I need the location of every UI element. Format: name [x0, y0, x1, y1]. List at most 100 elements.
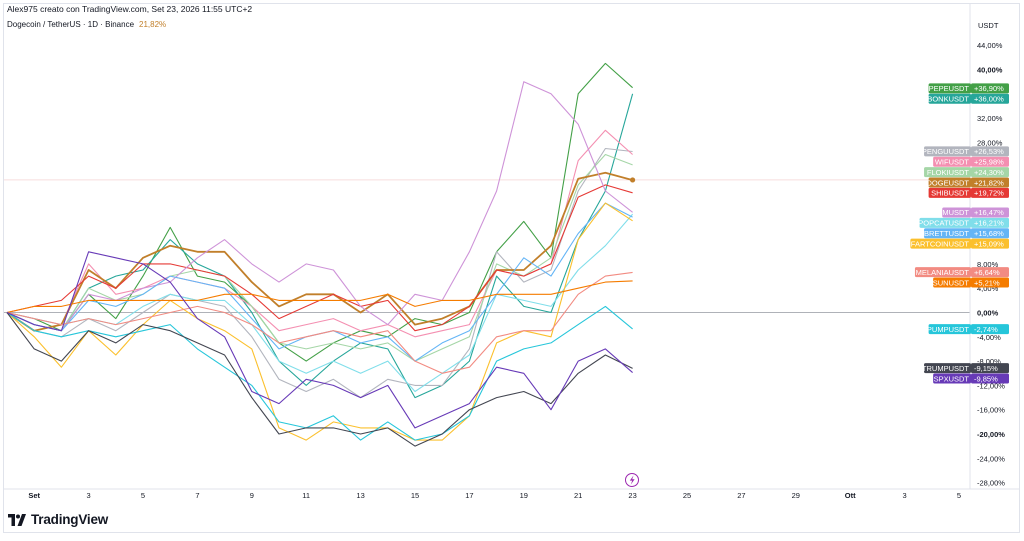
series-line-fartcoinusdt[interactable] [6, 202, 633, 441]
value-tag-name: FARTCOINUSDT [911, 239, 970, 248]
x-tick-label: 17 [465, 491, 473, 500]
y-tick-label: -12,00% [977, 381, 1005, 390]
y-tick-label: 8,00% [977, 260, 999, 269]
series-line-bonkusdt[interactable] [6, 93, 634, 399]
value-tag-name: TRUMPUSDT [922, 364, 969, 373]
y-tick-label: -24,00% [977, 454, 1005, 463]
x-tick-label: 27 [737, 491, 745, 500]
value-tag-name: FLOKIUSDT [927, 168, 970, 177]
value-tag-sunusdt[interactable]: SUNUSDT +5,21% [933, 277, 1009, 288]
axis-unit-label: USDT [978, 21, 999, 30]
grid-layer [4, 4, 1019, 490]
series-line-penguusdt[interactable] [6, 147, 633, 399]
value-tag-name-bg [928, 187, 971, 198]
value-tag-name-bg [928, 83, 971, 94]
value-tag-brettusdt[interactable]: BRETTUSDT +15,68% [924, 228, 1009, 239]
value-tag-wifusdt[interactable]: WIFUSDT +25,98% [933, 156, 1009, 167]
symbol-legend[interactable]: Dogecoin / TetherUS · 1D · Binance 21,82% [7, 20, 166, 29]
value-tag-value-bg [971, 207, 1009, 218]
value-tag-name-bg [924, 146, 971, 157]
value-tag-name: POPCATUSDT [918, 219, 969, 228]
x-tick-label: Ott [845, 491, 856, 500]
value-tag-name: BRETTUSDT [924, 229, 969, 238]
value-tag-value-bg [971, 363, 1009, 374]
y-tick-label: -16,00% [977, 406, 1005, 415]
value-tag-name-bg [924, 167, 971, 178]
x-tick-label: 11 [302, 491, 310, 500]
y-tick-label: 0,00% [977, 309, 999, 318]
value-tag-value-bg [971, 146, 1009, 157]
series-line-spxusdt[interactable] [6, 251, 633, 429]
value-tag-pumpusdt[interactable]: PUMPUSDT -2,74% [927, 324, 1009, 335]
x-tick-label: 25 [683, 491, 691, 500]
value-tag-value-bg [971, 167, 1009, 178]
event-marker[interactable] [625, 473, 639, 487]
y-tick-label: -8,00% [977, 357, 1001, 366]
value-tag-value: +5,21% [974, 278, 1000, 287]
attribution-text: Alex975 creato con TradingView.com, Set … [7, 4, 253, 14]
value-tag-fartcoinusdt[interactable]: FARTCOINUSDT +15,09% [910, 238, 1009, 249]
value-tag-value-bg [971, 373, 1009, 384]
value-tag-melaniausdt[interactable]: MELANIAUSDT +6,64% [914, 267, 1009, 278]
value-tag-trumpusdt[interactable]: TRUMPUSDT -9,15% [922, 363, 1009, 374]
series-line-pumpusdt[interactable] [6, 305, 633, 441]
value-tag-popcatusdt[interactable]: POPCATUSDT +16,21% [918, 217, 1009, 228]
series-line-trumpusdt[interactable] [6, 312, 633, 447]
value-tag-value-bg [971, 267, 1009, 278]
value-tag-name-bg [924, 363, 971, 374]
tradingview-logo[interactable]: TradingView [8, 512, 108, 527]
value-tag-shibusdt[interactable]: SHIBUSDT +19,72% [928, 187, 1009, 198]
y-tick-label: -4,00% [977, 333, 1001, 342]
x-tick-label: 5 [141, 491, 145, 500]
dogeusdt-last-point [630, 177, 636, 183]
y-tick-label: 44,00% [977, 41, 1003, 50]
x-tick-label: 13 [356, 491, 364, 500]
value-tag-value: +25,98% [974, 158, 1004, 167]
value-tag-value: -2,74% [974, 325, 998, 334]
time-axis: Set 3 5 7 9 11 13 15 17 19 21 23 25 27 29 Ott 3 5 [28, 491, 961, 500]
x-tick-label: 3 [903, 491, 907, 500]
series-line-sunusdt[interactable] [6, 280, 633, 314]
series-line-flokiusdt[interactable] [6, 153, 633, 362]
chart-frame [3, 3, 1020, 533]
series-line-musdt[interactable] [6, 81, 633, 332]
value-tag-spxusdt[interactable]: SPXUSDT -9,85% [933, 373, 1009, 384]
value-tag-flokiusdt[interactable]: FLOKIUSDT +24,30% [924, 167, 1009, 178]
value-tag-value-bg [971, 177, 1009, 188]
y-tick-label: 40,00% [977, 66, 1003, 75]
x-tick-label: 19 [520, 491, 528, 500]
series-line-melaniausdt[interactable] [6, 271, 633, 374]
x-tick-label: Set [28, 491, 40, 500]
series-layer [6, 62, 636, 447]
value-tag-name-bg [924, 228, 971, 239]
value-tag-bonkusdt[interactable]: BONKUSDT +36,00% [927, 93, 1009, 104]
value-tag-pepeusdt[interactable]: PEPEUSDT +36,90% [928, 83, 1009, 94]
value-tag-value: +16,21% [974, 219, 1004, 228]
value-tag-name-bg [942, 207, 971, 218]
value-tag-name: PENGUUSDT [922, 147, 970, 156]
value-tags: PEPEUSDT +36,90% BONKUSDT +36,00% PENGUUSDT +… [910, 83, 1009, 384]
value-tag-value: -9,85% [974, 374, 998, 383]
value-tag-name: SHIBUSDT [931, 189, 969, 198]
series-line-pepeusdt[interactable] [6, 62, 633, 362]
value-tag-name-bg [933, 156, 971, 167]
value-tag-name-bg [914, 267, 971, 278]
value-tag-musdt[interactable]: MUSDT +16,47% [942, 207, 1009, 218]
value-tag-value-bg [971, 187, 1009, 198]
value-tag-value: +36,00% [974, 95, 1004, 104]
value-tag-name-bg [910, 238, 971, 249]
value-tag-value-bg [971, 93, 1009, 104]
value-tag-value-bg [971, 228, 1009, 239]
value-tag-name: DOGEUSDT [926, 178, 969, 187]
series-line-dogeusdt[interactable] [6, 171, 633, 332]
value-tag-name: PEPEUSDT [929, 84, 970, 93]
value-tag-value-bg [971, 156, 1009, 167]
value-tag-name: MELANIAUSDT [916, 268, 970, 277]
value-tag-dogeusdt[interactable]: DOGEUSDT +21,82% [926, 177, 1009, 188]
value-tag-penguusdt[interactable]: PENGUUSDT +26,53% [922, 146, 1009, 157]
symbol-last-value: 21,82% [139, 20, 167, 29]
tradingview-logo-text: TradingView [31, 512, 109, 527]
symbol-title: Dogecoin / TetherUS · 1D · Binance [7, 20, 135, 29]
value-tag-value: +6,64% [974, 268, 1000, 277]
